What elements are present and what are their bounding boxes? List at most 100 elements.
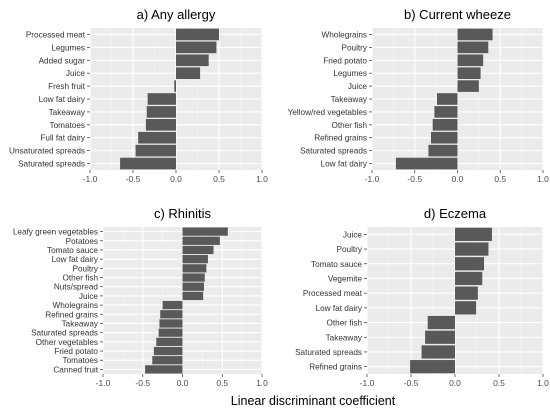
bar	[145, 365, 183, 374]
category-label: Tomato sauce	[47, 246, 98, 255]
category-label: Tomatoes	[63, 356, 99, 365]
bar	[176, 54, 209, 67]
bar	[158, 328, 183, 337]
category-label: Added sugar	[39, 56, 86, 65]
x-tick-label: 0.0	[452, 174, 464, 184]
panel-4: -1.0 -0.5 0.0 0.5 1.0 Juice Poultry Tomato sauc…	[295, 206, 549, 388]
category-label: Takeaway	[62, 319, 99, 328]
category-label: Low fat dairy	[321, 160, 368, 169]
category-label: Fresh fruit	[48, 82, 86, 91]
category-label: Canned fruit	[53, 365, 98, 374]
category-label: Vegemite	[328, 274, 363, 283]
x-tick-label: 1.0	[256, 174, 268, 184]
category-label: Saturated spreads	[18, 160, 85, 169]
bar	[457, 67, 481, 79]
category-label: Processed meat	[26, 30, 86, 39]
bar	[182, 245, 214, 255]
bar	[147, 93, 176, 105]
bar	[182, 264, 207, 273]
bar	[455, 242, 489, 256]
bar	[156, 337, 183, 346]
bar	[457, 54, 484, 67]
bar	[432, 119, 458, 131]
x-tick-label: -1.0	[365, 174, 380, 184]
category-label: Poultry	[73, 264, 99, 273]
category-label: Fried potato	[323, 56, 367, 65]
bar	[146, 106, 176, 118]
x-tick-label: 1.0	[537, 174, 549, 184]
x-tick-label: 0.0	[170, 174, 182, 184]
x-tick-label: 1.0	[256, 378, 268, 388]
bar	[120, 157, 176, 170]
category-label: Processed meat	[303, 289, 363, 298]
category-label: Juice	[79, 292, 99, 301]
bar	[176, 41, 217, 54]
category-label: Tomatoes	[50, 121, 86, 130]
bar	[182, 282, 204, 291]
category-label: Wholegrains	[321, 30, 367, 39]
bar	[153, 346, 183, 356]
category-label: Unsaturated spreads	[9, 147, 85, 156]
x-tick-label: 0.5	[494, 174, 506, 184]
panel-2: -1.0 -0.5 0.0 0.5 1.0 Wholegrains Poultry Fried…	[288, 7, 550, 184]
category-label: Takeaway	[326, 333, 363, 342]
panel-title: d) Eczema	[424, 206, 487, 221]
bar	[436, 93, 458, 105]
bar	[160, 310, 183, 319]
category-label: Legumes	[333, 69, 367, 78]
bar	[457, 80, 479, 92]
x-tick-label: -0.5	[404, 378, 419, 388]
category-label: Low fat dairy	[39, 95, 86, 104]
bar	[430, 131, 458, 144]
category-label: Saturated spreads	[31, 329, 98, 338]
x-tick-label: -1.0	[360, 378, 375, 388]
bar	[455, 286, 478, 300]
category-label: Refined grains	[314, 134, 367, 143]
bar	[457, 41, 489, 54]
bar	[410, 360, 455, 374]
bar	[135, 144, 176, 157]
category-label: Juice	[343, 230, 363, 239]
x-tick-label: -0.5	[407, 174, 422, 184]
bar	[455, 301, 477, 315]
bar	[182, 273, 205, 282]
bar	[162, 300, 183, 310]
category-label: Refined grains	[45, 310, 98, 319]
x-tick-label: 1.0	[537, 378, 549, 388]
category-label: Yellow/red vegetables	[288, 108, 367, 117]
category-label: Full fat dairy	[40, 134, 85, 143]
category-label: Legumes	[51, 43, 85, 52]
category-label: Juice	[348, 82, 368, 91]
category-label: Takeaway	[331, 95, 368, 104]
category-label: Poultry	[337, 245, 363, 254]
bar	[182, 227, 228, 236]
bar	[457, 28, 493, 41]
category-label: Low fat dairy	[316, 304, 363, 313]
bar	[427, 315, 455, 330]
shared-x-axis-label: Linear discriminant coefficient	[231, 394, 396, 408]
bar	[421, 345, 455, 359]
panel-1: -1.0 -0.5 0.0 0.5 1.0 Processed meat Legumes Ad…	[9, 7, 268, 184]
bar	[425, 330, 455, 344]
category-label: Nuts/spread	[54, 283, 99, 292]
bar	[174, 80, 176, 92]
category-label: Other fish	[63, 274, 99, 283]
bar	[159, 319, 183, 328]
category-label: Other fish	[327, 319, 363, 328]
bar	[434, 106, 458, 118]
category-label: Juice	[66, 69, 86, 78]
bar	[182, 236, 220, 245]
category-label: Other fish	[332, 121, 368, 130]
category-label: Refined grains	[309, 363, 362, 372]
x-tick-label: -1.0	[96, 378, 111, 388]
x-tick-label: 0.0	[449, 378, 461, 388]
bar	[176, 28, 219, 41]
category-label: Fried potato	[54, 347, 98, 356]
x-tick-label: -0.5	[126, 174, 141, 184]
bar	[428, 144, 458, 157]
panel-title: c) Rhinitis	[154, 206, 212, 221]
x-tick-label: 0.0	[177, 378, 189, 388]
bar	[145, 119, 176, 131]
bar	[395, 157, 458, 170]
